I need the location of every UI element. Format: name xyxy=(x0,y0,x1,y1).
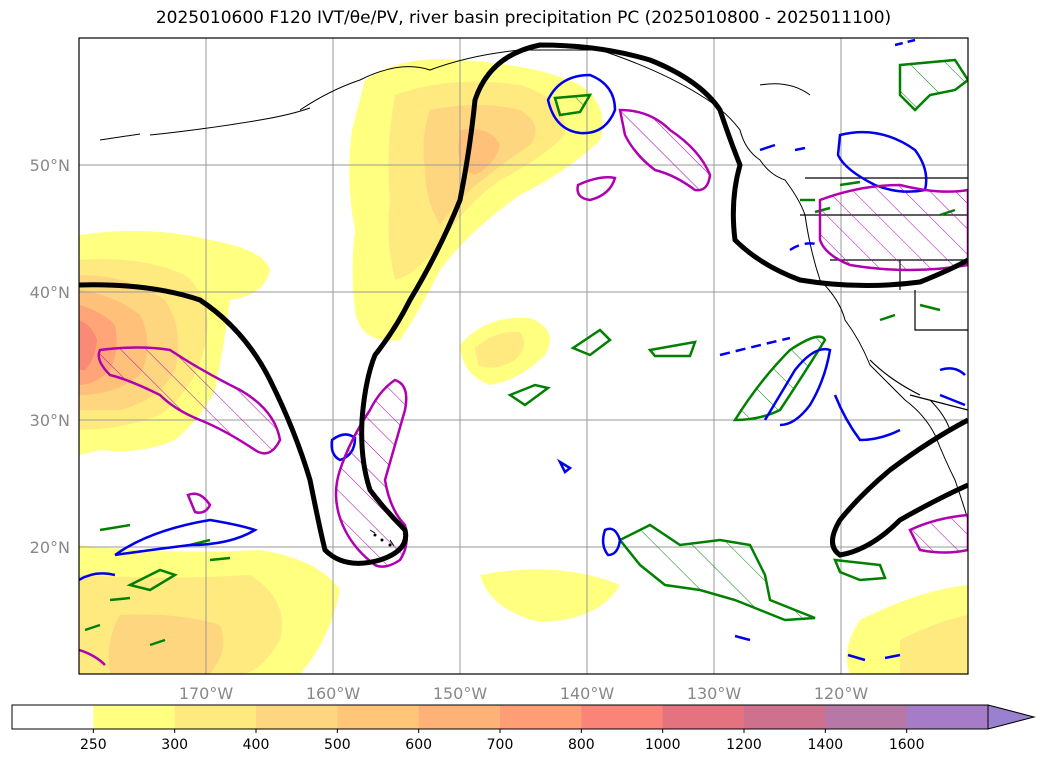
colorbar-tick-label: 700 xyxy=(487,737,514,753)
colorbar-tick-label: 1000 xyxy=(645,737,681,753)
colorbar-segment xyxy=(581,705,664,729)
hatched-regions xyxy=(79,108,968,666)
lat-label: 20°N xyxy=(30,538,70,557)
colorbar-segment xyxy=(744,705,826,729)
latitude-labels: 50°N 40°N 30°N 20°N xyxy=(30,156,70,557)
precip-contours xyxy=(84,58,968,647)
lat-label: 30°N xyxy=(30,411,70,430)
lon-label: 150°W xyxy=(433,684,488,703)
colorbar-tick-label: 1600 xyxy=(889,737,925,753)
colorbar-tick-label: 250 xyxy=(80,737,107,753)
lon-label: 120°W xyxy=(814,684,869,703)
colorbar-segment xyxy=(825,705,908,729)
colorbar-segment xyxy=(174,705,257,729)
colorbar-segment xyxy=(93,705,176,729)
map-title: 2025010600 F120 IVT/θe/PV, river basin p… xyxy=(155,8,892,28)
colorbar xyxy=(11,704,1036,733)
colorbar-tick-label: 600 xyxy=(405,737,432,753)
theta-e-contours xyxy=(79,42,968,566)
colorbar-segment xyxy=(662,705,745,729)
colorbar-tick-label: 500 xyxy=(324,737,351,753)
lon-label: 130°W xyxy=(687,684,742,703)
colorbar-tick-label: 400 xyxy=(243,737,270,753)
colorbar-segment xyxy=(906,705,989,729)
longitude-labels: 170°W 160°W 150°W 140°W 130°W 120°W xyxy=(179,684,869,703)
map-frame xyxy=(78,37,969,675)
lat-label: 40°N xyxy=(30,283,70,302)
colorbar-segment xyxy=(256,705,338,729)
colorbar-tick-labels: 250 300 400 500 600 700 800 1000 1200 1400 1600 xyxy=(80,737,925,753)
lon-label: 170°W xyxy=(179,684,234,703)
colorbar-segment xyxy=(500,705,582,729)
colorbar-segment xyxy=(12,705,94,729)
colorbar-tick-label: 1200 xyxy=(726,737,762,753)
colorbar-tick-label: 300 xyxy=(161,737,188,753)
lat-label: 50°N xyxy=(30,156,70,175)
colorbar-extend-arrow xyxy=(987,704,1036,730)
coastlines xyxy=(99,49,968,547)
lon-label: 140°W xyxy=(560,684,615,703)
colorbar-segment xyxy=(418,705,501,729)
colorbar-tick-label: 800 xyxy=(568,737,595,753)
colorbar-segment xyxy=(337,705,420,729)
colorbar-tick-label: 1400 xyxy=(808,737,844,753)
lon-label: 160°W xyxy=(306,684,361,703)
islands xyxy=(373,533,392,547)
